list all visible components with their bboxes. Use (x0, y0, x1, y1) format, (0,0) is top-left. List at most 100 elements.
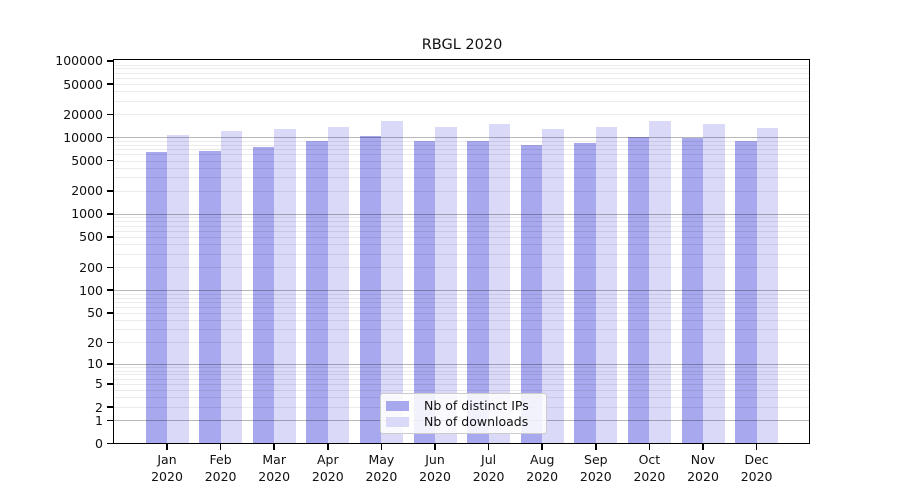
y-axis-tick (107, 419, 113, 422)
y-axis-tick (107, 136, 113, 139)
x-axis-tick-label: Jan 2020 (151, 452, 183, 484)
bar-ips-nov (681, 137, 703, 444)
y-axis-tick-label: 2 (95, 399, 103, 415)
y-axis-tick-label: 200 (79, 259, 103, 275)
y-axis-tick (107, 341, 113, 344)
legend-label-distinct-ips: Nb of distinct IPs (424, 398, 529, 413)
y-axis-tick-label: 50000 (63, 76, 103, 92)
gridline-minor (114, 342, 810, 344)
bar-downloads-jun (435, 126, 457, 444)
bar-ips-jul (467, 140, 489, 444)
y-axis-tick (107, 289, 113, 291)
legend-entry-distinct-ips: Nb of distinct IPs (386, 398, 538, 413)
gridline-minor (114, 253, 810, 255)
x-axis-tick (327, 443, 329, 450)
chart-title: RBGL 2020 (421, 37, 503, 53)
gridline-minor (114, 144, 810, 146)
x-axis-tick (541, 443, 543, 450)
x-axis-tick-label: Jul 2020 (472, 452, 505, 484)
x-axis-tick (219, 443, 222, 450)
x-axis-tick (755, 443, 758, 450)
gridline-minor (114, 378, 810, 380)
y-axis-tick (107, 83, 113, 85)
gridline-minor (114, 100, 810, 102)
gridline-minor (114, 149, 810, 151)
gridline-minor (114, 267, 810, 269)
y-axis-tick-label: 100 (79, 282, 103, 298)
y-axis-tick-label: 2000 (71, 183, 103, 199)
y-axis-tick (107, 363, 113, 365)
gridline-minor (114, 91, 810, 93)
y-axis-tick-label: 1000 (71, 206, 103, 222)
gridline-minor (114, 306, 810, 308)
gridline-major (114, 213, 810, 215)
gridline-major (114, 363, 810, 365)
y-axis-tick (107, 236, 113, 238)
gridline-minor (114, 64, 810, 66)
y-axis-tick-label: 5000 (71, 153, 103, 169)
bar-downloads-jul (488, 123, 511, 444)
y-axis-tick-label: 50 (87, 305, 103, 321)
x-axis-tick (273, 443, 275, 450)
x-axis-tick-label: Sep 2020 (579, 452, 612, 484)
x-axis-tick-label: May 2020 (365, 452, 398, 484)
gridline-minor (114, 68, 810, 70)
x-axis-tick-label: Feb 2020 (204, 452, 237, 484)
legend-label-downloads: Nb of downloads (424, 414, 529, 429)
bar-downloads-jan (167, 135, 189, 444)
bar-downloads-dec (756, 127, 779, 444)
gridline-minor (114, 230, 810, 232)
x-axis-tick (648, 443, 651, 450)
bar-ips-mar (252, 146, 275, 444)
y-axis-tick (107, 190, 113, 192)
x-axis-tick-label: Apr 2020 (311, 452, 344, 484)
x-axis-tick-label: Dec 2020 (740, 452, 773, 484)
y-axis-tick-label: 0 (95, 436, 103, 451)
y-axis-tick (107, 60, 113, 62)
gridline-minor (114, 77, 810, 79)
x-axis-tick (434, 443, 436, 450)
bar-downloads-nov (703, 123, 725, 444)
bar-downloads-oct (649, 120, 671, 444)
x-axis-tick-label: Mar 2020 (258, 452, 291, 484)
x-axis-tick (380, 443, 383, 450)
gridline-minor (114, 140, 810, 142)
legend-entry-downloads: Nb of downloads (386, 414, 538, 429)
gridline-minor (114, 167, 810, 169)
gridline-minor (114, 370, 810, 372)
bar-ips-sep (574, 142, 596, 444)
x-axis-tick-label: Jun 2020 (419, 452, 451, 484)
y-axis-tick-label: 10000 (63, 129, 103, 145)
y-axis-tick-label: 5 (95, 376, 103, 392)
gridline-minor (114, 84, 810, 86)
gridline-minor (114, 217, 810, 219)
gridline-minor (114, 160, 810, 162)
gridline-minor (114, 236, 810, 238)
bar-downloads-feb (220, 131, 243, 444)
bar-ips-dec (735, 141, 757, 444)
gridline-minor (114, 177, 810, 179)
gridline-minor (114, 72, 810, 74)
y-axis-tick (107, 383, 113, 385)
gridline-minor (114, 320, 810, 322)
x-axis-tick-label: Nov 2020 (687, 452, 719, 484)
legend-swatch-downloads-icon (386, 416, 409, 427)
gridline-major (114, 137, 810, 139)
y-axis-tick (107, 266, 113, 269)
x-axis-tick (487, 443, 490, 450)
bar-ips-jan (145, 152, 167, 444)
y-axis-tick (107, 442, 113, 445)
bar-downloads-may (381, 121, 403, 444)
y-axis-tick-label: 100000 (55, 53, 103, 69)
y-axis-tick (107, 312, 113, 314)
gridline-minor (114, 301, 810, 303)
x-axis-tick (166, 443, 168, 450)
legend-swatch-distinct-ips-icon (386, 400, 409, 411)
gridline-minor (114, 297, 810, 299)
bar-downloads-mar (274, 129, 296, 444)
y-axis-tick-label: 20 (87, 334, 103, 350)
gridline-minor (114, 293, 810, 295)
bar-ips-feb (199, 151, 221, 444)
gridline-minor (114, 190, 810, 192)
